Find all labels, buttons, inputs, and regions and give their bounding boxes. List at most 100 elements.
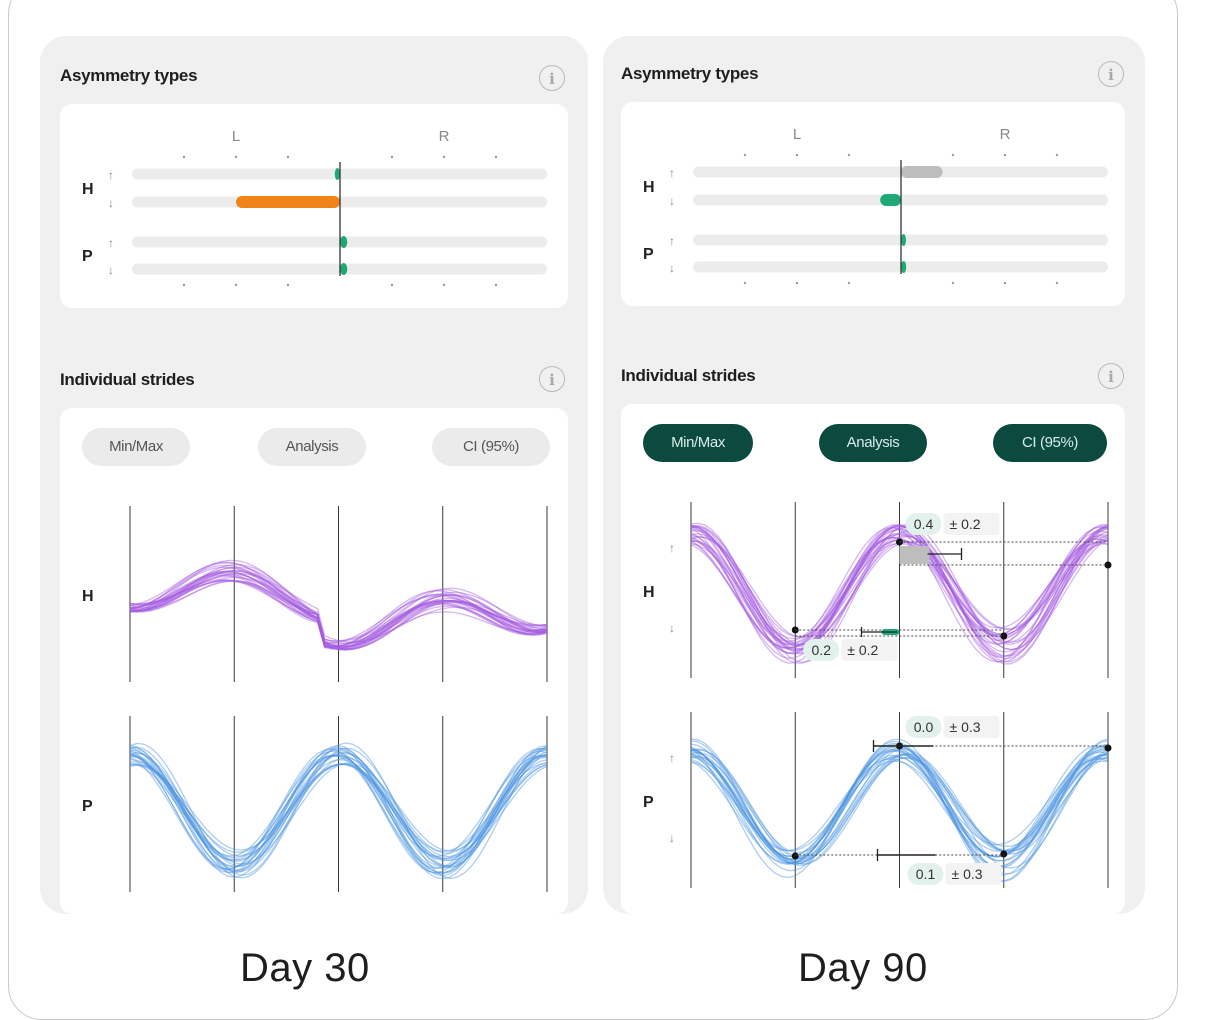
tick-dot	[1003, 153, 1007, 157]
head-max-value: 0.4	[914, 516, 934, 532]
stride-curve	[690, 752, 1109, 866]
stride-curve	[129, 570, 548, 650]
min-max-toggle[interactable]: Min/Max	[643, 424, 753, 462]
stride-curve	[129, 564, 548, 649]
stride-curve	[129, 747, 548, 878]
stride-curve	[690, 749, 1109, 864]
stride-curve	[690, 522, 1109, 664]
stride-curve	[690, 751, 1109, 865]
tick-dot	[234, 155, 238, 159]
pelvis-min-ci: ± 0.3	[952, 866, 983, 882]
tick-dot	[743, 153, 747, 157]
stride-curve	[690, 755, 1109, 860]
tick-dot	[286, 283, 290, 287]
pelvis-min-value-pill	[907, 863, 944, 885]
asymmetry-title: Asymmetry types	[621, 64, 759, 83]
stride-curve	[129, 569, 548, 651]
stride-curve	[129, 763, 548, 858]
asymmetry-bar	[236, 196, 340, 208]
stride-curve	[129, 579, 548, 642]
stride-curve	[129, 570, 548, 648]
stride-curve	[129, 562, 548, 647]
right-side-label: R	[1000, 126, 1011, 143]
stride-curve	[691, 525, 1109, 660]
stride-curve	[129, 563, 548, 650]
stride-curve	[690, 523, 1109, 665]
stride-curve	[690, 525, 1109, 663]
analysis-toggle[interactable]: Analysis	[258, 428, 366, 466]
day30-panel: Asymmetry types i L R H P ↑ ↓ ↑ ↓ Individual st…	[40, 36, 588, 914]
tick-dot	[795, 153, 799, 157]
info-icon[interactable]: i	[539, 366, 565, 392]
tick-dot	[182, 155, 186, 159]
analysis-toggle[interactable]: Analysis	[819, 424, 927, 462]
stride-curve	[129, 567, 548, 650]
stride-curve	[690, 530, 1109, 655]
stride-curve	[129, 576, 548, 644]
stride-curve	[690, 756, 1109, 863]
group-label: P	[82, 248, 93, 265]
stride-curve	[690, 525, 1109, 664]
stride-curve	[129, 571, 548, 647]
day90-panel: Asymmetry types i L R H P ↑ ↓ ↑ ↓ Individual st…	[603, 36, 1145, 914]
stride-curve	[690, 528, 1109, 653]
stride-curve	[129, 573, 548, 648]
stride-curve	[129, 561, 548, 650]
direction-arrow: ↓	[108, 196, 114, 210]
stride-curve	[690, 533, 1108, 655]
stride-curve	[690, 535, 1109, 651]
left-side-label: L	[232, 128, 240, 145]
head-max-ci: ± 0.2	[950, 516, 981, 532]
tick-dot	[286, 155, 290, 159]
stride-curve	[129, 566, 548, 648]
min-max-toggle[interactable]: Min/Max	[82, 428, 190, 466]
stride-curve	[129, 580, 548, 642]
direction-arrow: ↑	[669, 234, 675, 248]
extremum-dot	[791, 852, 799, 860]
stride-curve	[690, 748, 1108, 868]
stride-curve	[129, 744, 548, 877]
ci-toggle[interactable]: CI (95%)	[432, 428, 550, 466]
info-icon[interactable]: i	[539, 65, 565, 91]
direction-arrow: ↑	[108, 236, 114, 250]
asymmetry-bar	[880, 194, 901, 206]
stride-curve	[690, 756, 1109, 864]
stride-curve	[129, 570, 548, 651]
tick-dot	[951, 281, 955, 285]
stride-curve	[129, 580, 548, 648]
info-icon[interactable]: i	[1098, 61, 1124, 87]
stride-curve	[690, 536, 1109, 649]
asymmetry-bar	[340, 236, 348, 248]
tick-dot	[442, 155, 446, 159]
extremum-dot	[1104, 744, 1112, 752]
stride-curve	[129, 746, 548, 879]
stride-curve	[690, 532, 1109, 657]
tick-dot	[234, 283, 238, 287]
direction-arrow: ↓	[669, 621, 675, 635]
tick-dot	[847, 153, 851, 157]
stride-curve	[129, 570, 548, 647]
pelvis-max-value: 0.0	[914, 719, 934, 735]
stride-curve	[690, 753, 1109, 865]
asymmetry-chart: L R H P ↑ ↓ ↑ ↓	[82, 128, 547, 287]
ci-toggle[interactable]: CI (95%)	[993, 424, 1107, 462]
tick-dot	[182, 283, 186, 287]
stride-curve	[129, 754, 548, 873]
stride-curve	[129, 752, 548, 869]
tick-dot	[1055, 153, 1059, 157]
stride-curve	[129, 751, 548, 871]
stride-curve	[690, 753, 1109, 864]
direction-arrow: ↑	[669, 541, 675, 555]
info-icon[interactable]: i	[1098, 363, 1124, 389]
asymmetry-card: L R H P ↑ ↓ ↑ ↓	[60, 104, 568, 308]
direction-arrow: ↑	[108, 168, 114, 182]
head-max-ci-box	[943, 513, 1000, 535]
stride-curve	[690, 525, 1109, 663]
stride-curve	[129, 753, 548, 874]
pelvis-max-value-pill	[905, 716, 942, 738]
stride-curve	[129, 761, 548, 865]
stride-curve	[129, 579, 548, 648]
strides-card: Min/Max Analysis CI (95%) H ↑ ↓ P ↑ ↓ 0.4 ± 0.2…	[621, 404, 1125, 914]
group-label: H	[643, 179, 655, 196]
tick-dot	[390, 283, 394, 287]
